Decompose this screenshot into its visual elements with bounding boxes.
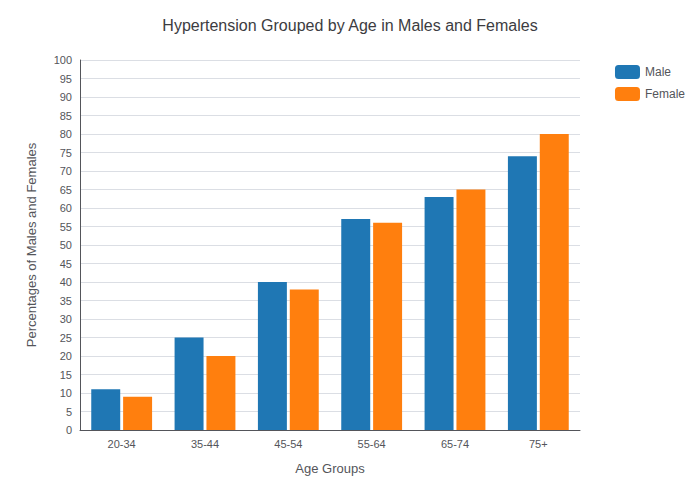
svg-text:55-64: 55-64 [358, 438, 386, 450]
svg-text:5: 5 [66, 406, 72, 418]
svg-text:Percentages of Males and Femal: Percentages of Males and Females [24, 142, 39, 347]
svg-text:20: 20 [60, 350, 72, 362]
svg-text:Male: Male [645, 65, 671, 79]
svg-text:45: 45 [60, 258, 72, 270]
svg-text:90: 90 [60, 91, 72, 103]
svg-text:35-44: 35-44 [191, 438, 219, 450]
svg-text:0: 0 [66, 424, 72, 436]
svg-text:15: 15 [60, 369, 72, 381]
svg-text:75: 75 [60, 147, 72, 159]
svg-text:85: 85 [60, 110, 72, 122]
svg-text:50: 50 [60, 239, 72, 251]
svg-text:40: 40 [60, 276, 72, 288]
svg-text:20-34: 20-34 [108, 438, 136, 450]
svg-text:Hypertension Grouped by Age in: Hypertension Grouped by Age in Males and… [162, 17, 537, 34]
svg-text:70: 70 [60, 165, 72, 177]
svg-text:80: 80 [60, 128, 72, 140]
svg-text:Female: Female [645, 87, 685, 101]
svg-text:75+: 75+ [529, 438, 548, 450]
svg-text:100: 100 [54, 54, 72, 66]
svg-text:Age Groups: Age Groups [295, 461, 365, 476]
svg-text:35: 35 [60, 295, 72, 307]
svg-text:30: 30 [60, 313, 72, 325]
svg-text:25: 25 [60, 332, 72, 344]
svg-text:95: 95 [60, 73, 72, 85]
svg-text:60: 60 [60, 202, 72, 214]
svg-text:45-54: 45-54 [274, 438, 302, 450]
svg-text:65-74: 65-74 [441, 438, 469, 450]
svg-text:10: 10 [60, 387, 72, 399]
svg-text:55: 55 [60, 221, 72, 233]
svg-text:65: 65 [60, 184, 72, 196]
